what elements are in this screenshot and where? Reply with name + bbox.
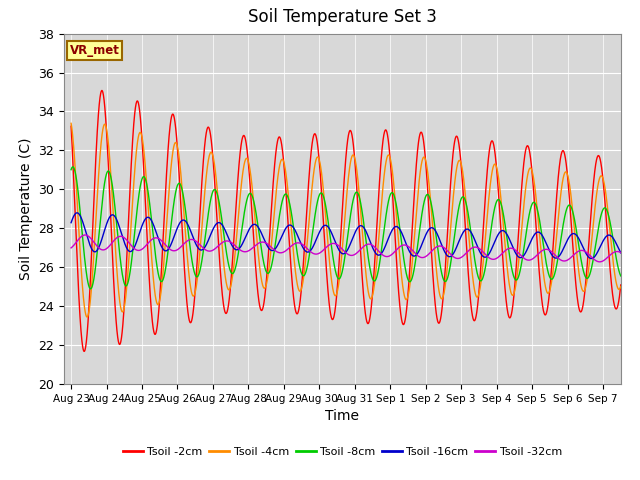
Text: VR_met: VR_met: [70, 44, 120, 57]
Line: Tsoil -4cm: Tsoil -4cm: [71, 123, 621, 317]
Tsoil -8cm: [425, 192, 433, 198]
Tsoil -32cm: [596, 259, 604, 264]
Title: Soil Temperature Set 3: Soil Temperature Set 3: [248, 9, 437, 26]
Tsoil -2cm: [617, 282, 625, 288]
Tsoil -8cm: [617, 273, 625, 279]
Tsoil -32cm: [81, 232, 89, 238]
Tsoil -16cm: [397, 228, 404, 234]
Tsoil -32cm: [477, 247, 485, 253]
Tsoil -2cm: [98, 88, 106, 94]
Y-axis label: Soil Temperature (C): Soil Temperature (C): [19, 138, 33, 280]
Line: Tsoil -8cm: Tsoil -8cm: [71, 167, 621, 289]
Tsoil -16cm: [425, 227, 433, 232]
Tsoil -8cm: [67, 167, 75, 172]
Tsoil -2cm: [67, 123, 75, 129]
Tsoil -32cm: [425, 252, 433, 257]
Tsoil -32cm: [167, 247, 175, 253]
Tsoil -4cm: [425, 178, 433, 184]
Tsoil -2cm: [397, 313, 405, 319]
Tsoil -8cm: [69, 164, 77, 170]
Tsoil -4cm: [519, 210, 527, 216]
Tsoil -8cm: [86, 286, 94, 292]
X-axis label: Time: Time: [325, 409, 360, 423]
Tsoil -2cm: [167, 116, 175, 121]
Tsoil -32cm: [67, 245, 75, 251]
Tsoil -4cm: [477, 276, 485, 282]
Line: Tsoil -16cm: Tsoil -16cm: [71, 213, 621, 259]
Tsoil -2cm: [520, 166, 527, 171]
Tsoil -16cm: [477, 252, 485, 257]
Tsoil -4cm: [83, 314, 91, 320]
Tsoil -8cm: [167, 221, 175, 227]
Line: Tsoil -32cm: Tsoil -32cm: [71, 235, 621, 262]
Tsoil -2cm: [81, 348, 88, 354]
Tsoil -2cm: [278, 140, 285, 145]
Line: Tsoil -2cm: Tsoil -2cm: [71, 91, 621, 351]
Tsoil -8cm: [397, 235, 405, 240]
Tsoil -8cm: [278, 202, 285, 208]
Tsoil -32cm: [519, 255, 527, 261]
Tsoil -4cm: [617, 284, 625, 289]
Tsoil -8cm: [520, 250, 527, 256]
Tsoil -2cm: [425, 205, 433, 211]
Tsoil -2cm: [477, 254, 485, 260]
Tsoil -32cm: [277, 250, 285, 256]
Legend: Tsoil -2cm, Tsoil -4cm, Tsoil -8cm, Tsoil -16cm, Tsoil -32cm: Tsoil -2cm, Tsoil -4cm, Tsoil -8cm, Tsoi…: [118, 442, 566, 461]
Tsoil -8cm: [477, 277, 485, 283]
Tsoil -32cm: [617, 250, 625, 255]
Tsoil -16cm: [617, 250, 625, 256]
Tsoil -16cm: [67, 220, 75, 226]
Tsoil -16cm: [519, 253, 527, 259]
Tsoil -32cm: [397, 243, 404, 249]
Tsoil -4cm: [277, 157, 285, 163]
Tsoil -4cm: [67, 120, 75, 126]
Tsoil -4cm: [397, 266, 404, 272]
Tsoil -16cm: [588, 256, 595, 262]
Tsoil -16cm: [73, 210, 81, 216]
Tsoil -16cm: [277, 235, 285, 240]
Tsoil -16cm: [167, 241, 175, 247]
Tsoil -4cm: [167, 164, 175, 170]
